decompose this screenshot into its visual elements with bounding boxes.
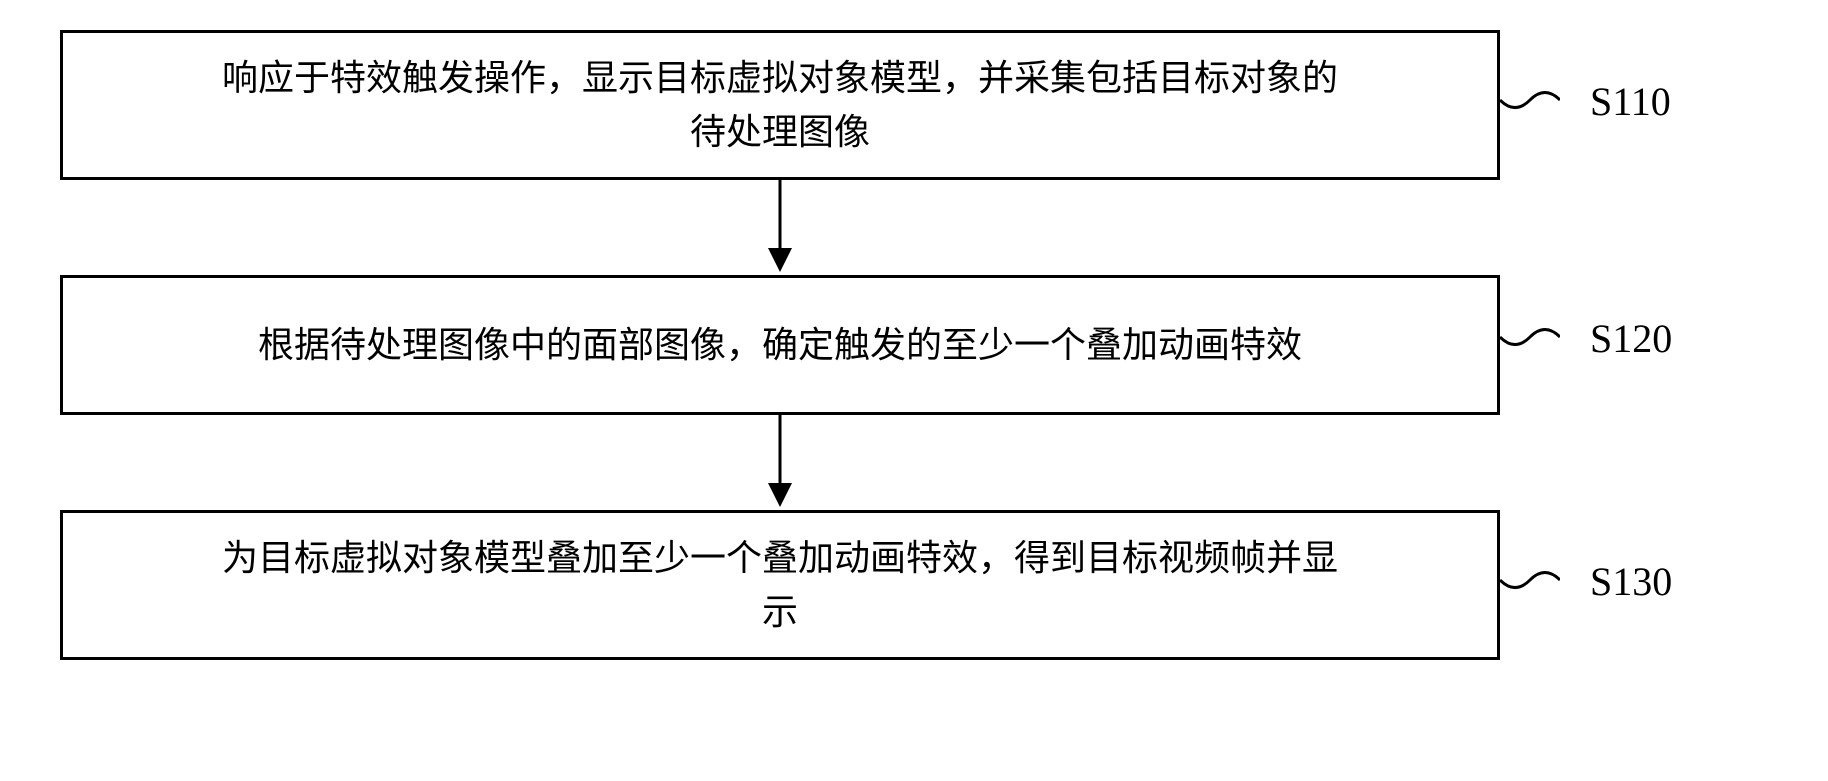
- flow-text-s120-line1: 根据待处理图像中的面部图像，确定触发的至少一个叠加动画特效: [258, 325, 1302, 365]
- arrow-down-icon-1: [760, 180, 800, 275]
- flow-text-s130: 为目标虚拟对象模型叠加至少一个叠加动画特效，得到目标视频帧并显 示: [222, 531, 1338, 639]
- flow-text-s110-line2: 待处理图像: [690, 112, 870, 152]
- flow-box-s130: 为目标虚拟对象模型叠加至少一个叠加动画特效，得到目标视频帧并显 示: [60, 510, 1500, 660]
- flow-text-s110-line1: 响应于特效触发操作，显示目标虚拟对象模型，并采集包括目标对象的: [222, 58, 1338, 98]
- flow-step-3-row: 为目标虚拟对象模型叠加至少一个叠加动画特效，得到目标视频帧并显 示 S130: [60, 510, 1760, 660]
- connector-curve-s130: [1500, 560, 1560, 600]
- flow-box-s110: 响应于特效触发操作，显示目标虚拟对象模型，并采集包括目标对象的 待处理图像: [60, 30, 1500, 180]
- flow-text-s130-line2: 示: [762, 592, 798, 632]
- arrow-2-container: [60, 415, 1500, 510]
- arrow-1-container: [60, 180, 1500, 275]
- flow-step-2-row: 根据待处理图像中的面部图像，确定触发的至少一个叠加动画特效 S120: [60, 275, 1760, 415]
- flow-text-s130-line1: 为目标虚拟对象模型叠加至少一个叠加动画特效，得到目标视频帧并显: [222, 538, 1338, 578]
- step-label-s130: S130: [1590, 558, 1672, 605]
- flowchart-diagram: 响应于特效触发操作，显示目标虚拟对象模型，并采集包括目标对象的 待处理图像 S1…: [60, 30, 1760, 660]
- flow-text-s120: 根据待处理图像中的面部图像，确定触发的至少一个叠加动画特效: [258, 318, 1302, 372]
- flow-box-s120: 根据待处理图像中的面部图像，确定触发的至少一个叠加动画特效: [60, 275, 1500, 415]
- flow-step-1-row: 响应于特效触发操作，显示目标虚拟对象模型，并采集包括目标对象的 待处理图像 S1…: [60, 30, 1760, 180]
- step-label-s110: S110: [1590, 78, 1671, 125]
- connector-curve-s110: [1500, 80, 1560, 120]
- flow-text-s110: 响应于特效触发操作，显示目标虚拟对象模型，并采集包括目标对象的 待处理图像: [222, 51, 1338, 159]
- arrow-down-icon-2: [760, 415, 800, 510]
- connector-curve-s120: [1500, 317, 1560, 357]
- step-label-s120: S120: [1590, 315, 1672, 362]
